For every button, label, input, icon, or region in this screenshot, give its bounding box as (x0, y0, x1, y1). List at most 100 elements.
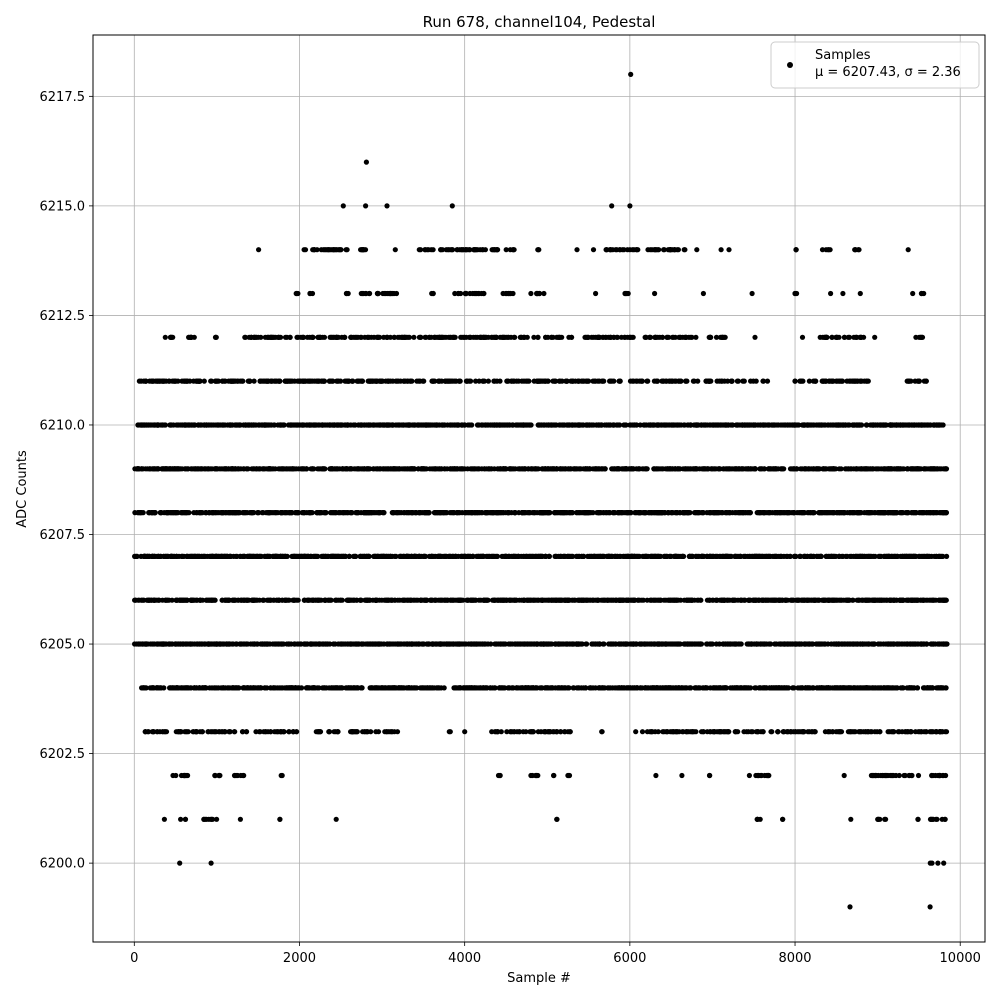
data-point (685, 509, 691, 516)
data-point (906, 772, 912, 779)
data-point (207, 685, 213, 691)
data-point (214, 816, 220, 822)
data-point (504, 597, 510, 603)
data-point (191, 509, 197, 516)
data-point (143, 685, 149, 691)
data-point (240, 729, 246, 735)
data-point (447, 553, 453, 560)
data-point (334, 597, 340, 603)
data-point (903, 509, 909, 516)
data-point (610, 685, 616, 691)
data-point (822, 729, 829, 735)
data-point (943, 685, 949, 691)
data-point (858, 641, 864, 647)
data-point (468, 509, 474, 516)
data-point (222, 729, 228, 735)
data-point (395, 509, 401, 516)
data-point (466, 553, 472, 560)
data-point (423, 597, 429, 603)
data-point (348, 509, 354, 516)
data-point (513, 641, 519, 647)
data-point (535, 729, 541, 735)
data-point (754, 553, 760, 560)
data-point (607, 641, 613, 647)
data-point (765, 772, 772, 779)
data-point (552, 509, 558, 516)
data-point (497, 509, 503, 516)
data-point (654, 685, 660, 691)
data-point (684, 597, 690, 603)
data-point (231, 729, 237, 735)
data-point (243, 641, 250, 647)
data-point (554, 816, 560, 822)
data-point (282, 597, 288, 603)
data-point (426, 509, 432, 516)
data-point (201, 816, 207, 822)
data-point (286, 685, 292, 691)
data-point (941, 509, 947, 516)
data-point (294, 729, 300, 735)
data-point (658, 509, 665, 516)
data-point (863, 685, 869, 691)
data-point (761, 509, 767, 516)
data-point (145, 729, 151, 735)
data-point (278, 772, 284, 779)
data-point (567, 729, 573, 735)
data-point (155, 729, 161, 735)
data-point (769, 729, 775, 735)
data-point (252, 641, 258, 647)
data-point (208, 816, 214, 822)
data-point (235, 597, 242, 603)
data-point (326, 729, 332, 735)
data-point (184, 553, 190, 560)
data-point (616, 597, 623, 603)
data-point (929, 597, 935, 603)
data-point (825, 685, 831, 691)
data-point (783, 553, 790, 560)
data-point (908, 597, 914, 603)
data-point (462, 641, 468, 647)
data-point (908, 685, 914, 691)
data-point (876, 641, 882, 647)
data-point (800, 509, 806, 516)
data-point (373, 597, 379, 603)
data-point (561, 729, 568, 735)
data-point (289, 509, 295, 516)
data-point (794, 597, 800, 603)
data-point (137, 509, 143, 516)
data-point (224, 641, 230, 647)
data-point (842, 685, 848, 691)
data-point (935, 860, 941, 866)
data-point (518, 641, 524, 647)
data-point (844, 597, 850, 603)
data-point (718, 729, 724, 735)
data-point (885, 509, 891, 516)
data-point (911, 553, 917, 560)
data-point (492, 597, 498, 603)
data-point (173, 509, 179, 516)
data-point (933, 729, 940, 735)
data-point (416, 509, 422, 516)
data-point (489, 685, 496, 691)
data-point (712, 729, 718, 735)
data-point (264, 641, 270, 647)
data-point (810, 509, 816, 516)
data-point (787, 729, 794, 735)
data-point (701, 553, 707, 560)
data-point (404, 641, 410, 647)
data-point (941, 860, 947, 866)
data-point (752, 597, 759, 603)
data-point (847, 729, 853, 735)
data-point (433, 553, 439, 560)
data-point (400, 597, 407, 603)
data-point (452, 553, 458, 560)
data-point (850, 685, 857, 691)
data-point (813, 597, 819, 603)
data-point (347, 597, 353, 603)
data-point (680, 509, 686, 516)
data-point (335, 729, 341, 735)
data-point (521, 597, 527, 603)
data-point (895, 729, 901, 735)
data-point (754, 816, 760, 822)
